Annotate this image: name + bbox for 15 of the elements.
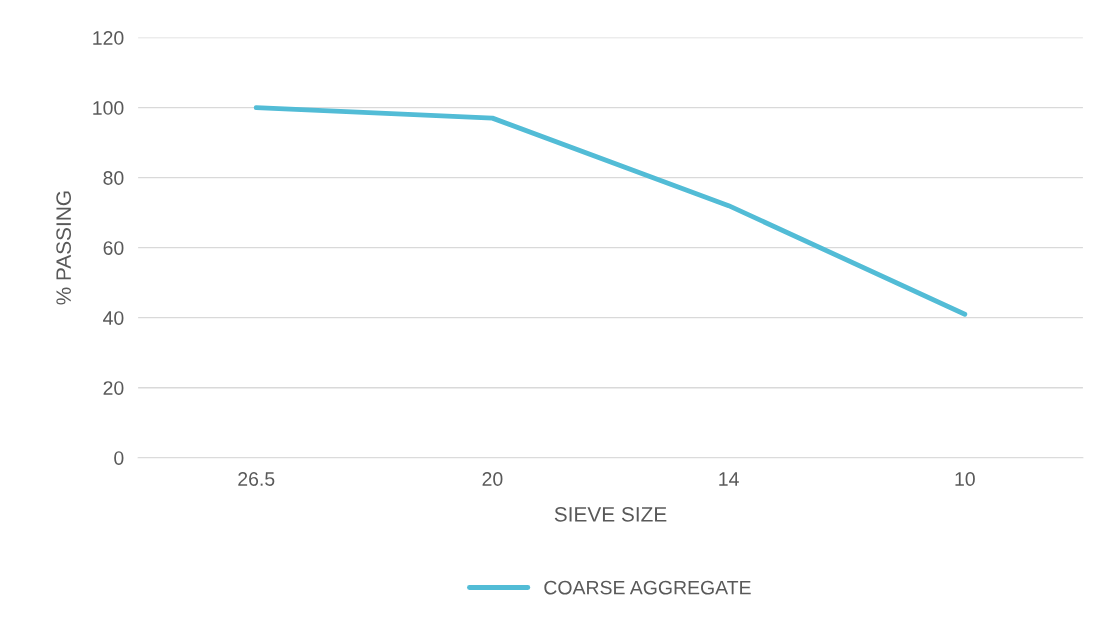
x-axis-title: SIEVE SIZE: [554, 506, 667, 522]
x-tick-label: 26.5: [238, 472, 275, 486]
y-axis-title: % PASSING: [56, 191, 72, 305]
legend-label: COARSE AGGREGATE: [544, 580, 751, 595]
y-tick-label: 100: [93, 101, 124, 115]
y-tick-label: 40: [103, 311, 124, 325]
y-tick-label: 80: [103, 171, 124, 185]
y-tick-label: 0: [114, 451, 124, 465]
y-tick-label: 120: [93, 31, 124, 45]
x-tick-label: 20: [482, 472, 503, 486]
x-tick-label: 14: [719, 472, 739, 486]
x-tick-label: 10: [955, 472, 975, 486]
line-series: [253, 105, 968, 317]
y-tick-label: 20: [103, 381, 124, 395]
y-tick-label: 60: [103, 241, 124, 255]
